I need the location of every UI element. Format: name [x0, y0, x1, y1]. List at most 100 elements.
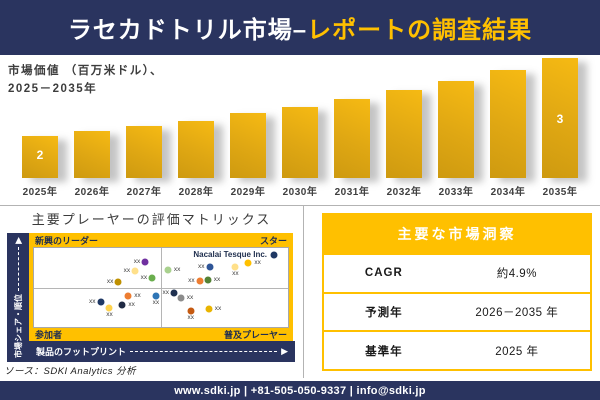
year-label: 2027年: [126, 187, 162, 198]
scatter-dot: [118, 301, 126, 309]
scatter-dot: [206, 263, 213, 271]
company-dot: [270, 251, 278, 259]
quadrant-label-stars: スター: [259, 235, 287, 246]
chart-axis-title-line1: 市場価値 （百万米ドル）、: [8, 65, 163, 77]
bar-value-label: 2: [36, 148, 44, 162]
company-label: Nacalai Tesque Inc.: [193, 249, 268, 259]
matrix-plot: xx xx xx xx Nacalai Tesque Inc. xx xx xx xx xx xx x…: [33, 247, 289, 328]
scatter-dot: [164, 266, 172, 274]
bar-2028年: [178, 121, 214, 178]
row-label: 基準年: [365, 345, 403, 358]
page-title: ラセカドトリル市場–レポートの調査結果: [68, 10, 532, 45]
dot-label: xx: [173, 266, 181, 274]
insights-row-forecast-years: 予測年 2026－2035 年: [324, 291, 590, 331]
dot-label: xx: [123, 267, 131, 275]
row-value: 2025 年: [495, 345, 539, 358]
bar-2031年: [334, 99, 370, 178]
bar-2034年: [490, 70, 526, 178]
bar-2032年: [386, 90, 422, 178]
quadrant-label-participants: 参加者: [35, 330, 63, 340]
matrix-y-axis-bar: 市場シェア・順位 ▶: [7, 233, 29, 362]
vertical-divider: [303, 205, 304, 378]
row-value: 2026－2035 年: [475, 307, 559, 319]
dot-label: xx: [186, 293, 194, 301]
scatter-dot: [148, 274, 156, 282]
year-label: 2035年: [542, 187, 578, 198]
chart-axis-title-line2: 2025－2035年: [8, 82, 98, 95]
page-title-gold: レポートの調査結果: [307, 17, 533, 44]
y-axis-dash-line: [17, 246, 19, 291]
year-label: 2026年: [74, 187, 110, 198]
bar-2026年: [74, 131, 110, 178]
up-arrow-icon: ▶: [12, 237, 23, 244]
scatter-dot: [170, 289, 178, 297]
quadrant-label-emerging-leaders: 新興のリーダー: [35, 235, 99, 246]
dot-label: xx: [128, 300, 135, 308]
dot-label: xx: [140, 274, 148, 281]
bar-2029年: [230, 113, 266, 178]
scatter-dot: [114, 278, 122, 286]
right-arrow-icon: ▶: [281, 346, 288, 356]
bar-2030年: [282, 107, 318, 178]
scatter-dot: [105, 304, 113, 312]
year-label: 2034年: [490, 187, 526, 198]
year-label: 2028年: [178, 187, 214, 198]
chart-axis-title: 市場価値 （百万米ドル）、 2025－2035年: [8, 63, 163, 99]
scatter-dot: [131, 267, 139, 275]
scatter-dot: [244, 259, 252, 267]
dot-label: xx: [162, 288, 169, 296]
row-value: 約4.9%: [496, 268, 537, 281]
quadrant-label-pervasive-players: 普及プレーヤー: [223, 330, 287, 340]
dot-label: xx: [106, 311, 113, 319]
dot-label: xx: [232, 269, 239, 277]
dot-label: xx: [134, 291, 141, 299]
dot-label: xx: [89, 297, 96, 305]
x-axis-dash-line: [130, 351, 278, 352]
insights-row-cagr: CAGR 約4.9%: [324, 253, 590, 292]
scatter-dot: [124, 292, 132, 300]
scatter-dot: [196, 277, 204, 285]
bar-2035年: 3: [542, 58, 578, 178]
dot-label: xx: [152, 298, 160, 306]
year-label: 2032年: [386, 187, 422, 198]
x-axis-text: 製品のフットプリント: [36, 347, 127, 357]
bar-2033年: [438, 81, 474, 178]
footer-bar: www.sdki.jp | +81-505-050-9337 | info@sd…: [0, 381, 600, 400]
insights-header: 主要な市場洞察: [324, 215, 590, 253]
matrix-top-band: 新興のリーダー スター: [29, 233, 293, 247]
scatter-dot: [187, 307, 195, 315]
scatter-dot: [205, 305, 213, 313]
bar-chart-section: 市場価値 （百万米ドル）、 2025－2035年 2 2025年 2026年 2027…: [0, 55, 600, 205]
dot-label: xx: [198, 262, 205, 270]
scatter-dot: [152, 292, 160, 300]
dot-label: xx: [213, 275, 221, 283]
dot-label: xx: [254, 258, 261, 266]
dot-label: xx: [106, 277, 114, 285]
row-label: CAGR: [364, 267, 403, 280]
dot-label: xx: [214, 305, 222, 313]
footer-contact: www.sdki.jp | +81-505-050-9337 | info@sd…: [174, 384, 426, 397]
matrix-section-title: 主要プレーヤーの評価マトリックス: [31, 212, 272, 227]
source-note: ソース：SDKI Analytics 分析: [4, 366, 137, 377]
horizontal-divider: [0, 205, 600, 206]
scatter-dot: [204, 276, 212, 284]
bar-value-label: 3: [556, 112, 564, 126]
matrix-panel: 新興のリーダー スター xx xx xx xx Nacalai Tesque Inc. x…: [29, 233, 293, 341]
year-label: 2030年: [282, 187, 318, 198]
scatter-dot: [97, 298, 105, 306]
matrix-x-axis-bar: 製品のフットプリント ▶: [29, 341, 295, 362]
dot-label: xx: [187, 314, 194, 322]
bar-2025年: 2: [22, 136, 58, 178]
bar-2027年: [126, 126, 162, 178]
row-label: 予測年: [365, 307, 403, 319]
year-label: 2031年: [334, 187, 370, 198]
y-axis-text: 市場シェア・順位: [13, 294, 23, 358]
dot-label: xx: [188, 276, 195, 284]
scatter-dot: [141, 258, 149, 266]
matrix-y-axis-label: 市場シェア・順位 ▶: [7, 233, 29, 362]
dot-label: xx: [133, 257, 141, 265]
year-label: 2033年: [438, 187, 474, 198]
scatter-dot: [231, 263, 239, 271]
matrix-bottom-band: 参加者 普及プレーヤー: [29, 328, 293, 341]
